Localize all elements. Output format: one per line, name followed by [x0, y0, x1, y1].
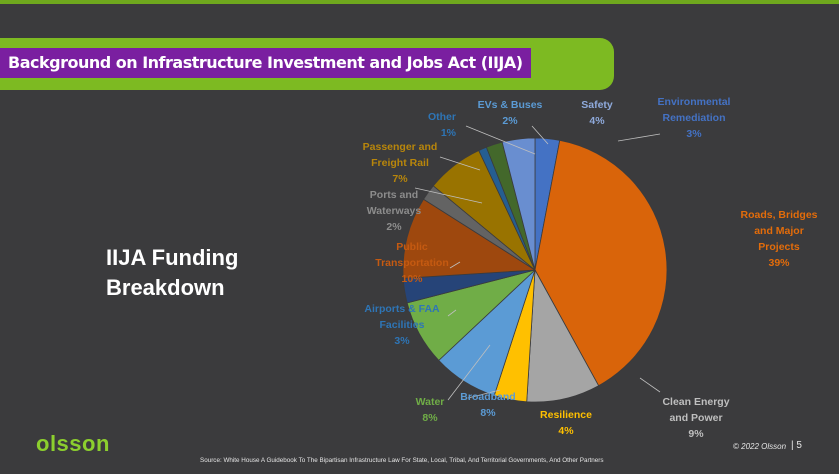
slice-labels: Environmental Remediation 3% Roads, Bridges… [363, 96, 818, 440]
source-note: Source: White House A Guidebook To The B… [200, 457, 604, 464]
data-label: Environmental Remediation 3% [658, 96, 731, 140]
data-label: Broadband 8% [460, 391, 515, 419]
pie-slice-safety [501, 137, 536, 271]
leader-line [414, 187, 483, 204]
copyright: © 2022 Olsson [733, 442, 787, 451]
slide-title: Background on Infrastructure Investment … [0, 48, 531, 78]
data-label: Safety 4% [581, 99, 613, 127]
page-number: | 5 [791, 440, 802, 451]
data-label: Ports and Waterways 2% [367, 189, 422, 233]
data-label: Other 1% [428, 111, 457, 139]
leader-line [465, 125, 536, 155]
data-label: Roads, Bridges and Major Projects 39% [740, 209, 817, 269]
pie-slice-public-transportation [402, 198, 537, 279]
data-label: Water 8% [416, 396, 445, 424]
data-label: Clean Energy and Power 9% [662, 396, 729, 440]
data-label: Public Transportation 10% [375, 241, 449, 285]
data-label: Resilience 4% [540, 409, 592, 437]
chart-heading: IIJA Funding Breakdown [106, 243, 238, 303]
leader-line [531, 125, 549, 145]
chart-heading-line2: Breakdown [106, 275, 225, 300]
leader-line [639, 377, 661, 393]
leader-line [447, 344, 491, 401]
pie-slice-roads-bridges-and-major-projects [534, 139, 668, 387]
leader-line [449, 261, 461, 269]
leader-line [439, 156, 481, 171]
leader-lines [414, 125, 661, 401]
chart-heading-line1: IIJA Funding [106, 245, 239, 270]
top-accent-strip [0, 0, 839, 4]
data-label: EVs & Buses 2% [478, 99, 543, 127]
data-label: Passenger and Freight Rail 7% [363, 141, 438, 185]
pie-slices [402, 137, 668, 403]
leader-line [617, 133, 661, 142]
data-label: Airports & FAA Facilities 3% [364, 303, 440, 347]
leader-line [447, 309, 457, 317]
leader-line [467, 389, 501, 399]
olsson-logo: olsson [36, 431, 110, 456]
